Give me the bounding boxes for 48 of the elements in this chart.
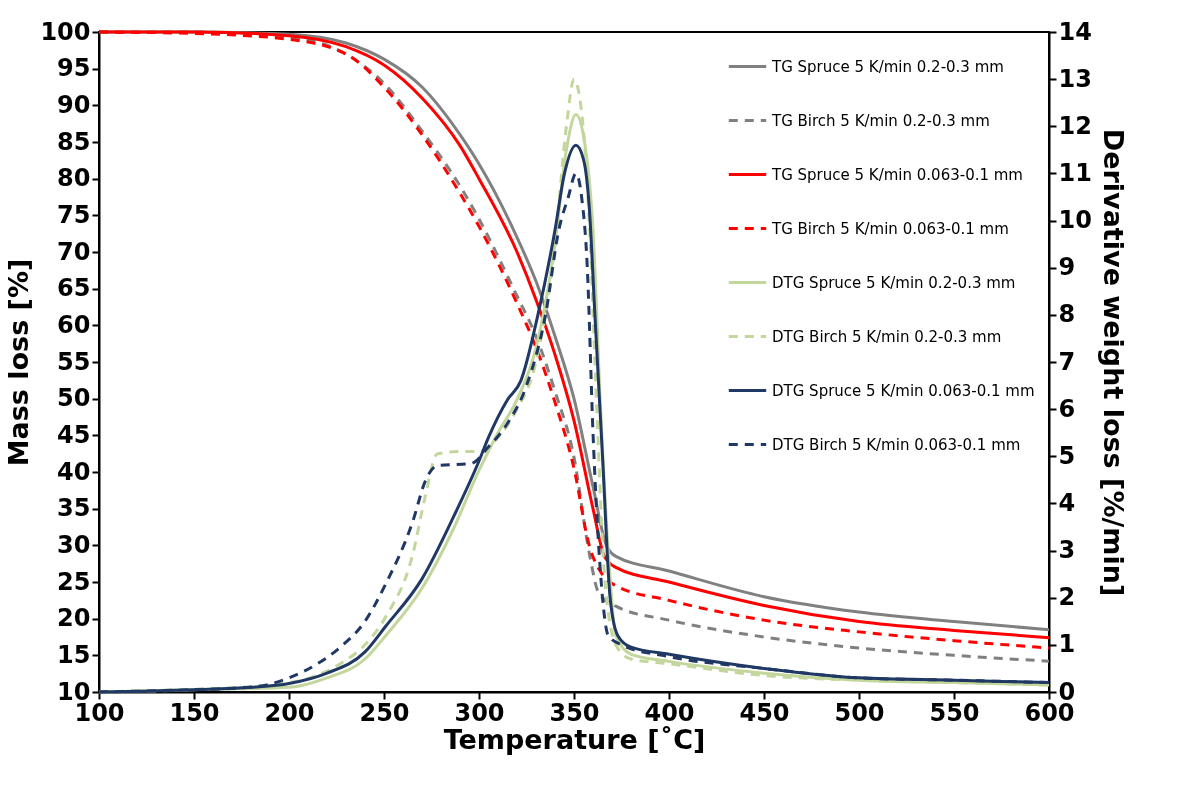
y2-tick-label: 4 <box>1058 488 1076 517</box>
legend-label: DTG Birch 5 K/min 0.063-0.1 mm <box>772 435 1021 454</box>
y-tick-label: 80 <box>57 164 91 193</box>
y-tick-label: 45 <box>57 420 91 449</box>
y-tick-label: 85 <box>57 127 91 156</box>
y2-tick-label: 13 <box>1058 64 1092 93</box>
y2-tick-label: 5 <box>1058 441 1076 470</box>
y-tick-label: 15 <box>57 640 91 669</box>
x-tick-label: 550 <box>929 698 980 727</box>
y2-tick-label: 12 <box>1058 111 1092 140</box>
y-tick-label: 30 <box>57 530 91 559</box>
legend-label: TG Birch 5 K/min 0.063-0.1 mm <box>771 219 1009 238</box>
y-tick-label: 50 <box>57 384 91 413</box>
legend-label: TG Spruce 5 K/min 0.063-0.1 mm <box>771 165 1023 184</box>
x-tick-label: 200 <box>264 698 315 727</box>
y-tick-label: 20 <box>57 604 91 633</box>
y-tick-label: 65 <box>57 274 91 303</box>
y-tick-label: 55 <box>57 347 91 376</box>
x-tick-label: 500 <box>834 698 885 727</box>
x-tick-label: 450 <box>739 698 790 727</box>
legend-label: TG Spruce 5 K/min 0.2-0.3 mm <box>771 57 1004 76</box>
y-tick-label: 100 <box>40 17 91 46</box>
y-tick-label: 70 <box>57 237 91 266</box>
y-tick-label: 25 <box>57 567 91 596</box>
x-tick-label: 250 <box>359 698 410 727</box>
y2-tick-label: 10 <box>1058 206 1092 235</box>
legend-label: DTG Spruce 5 K/min 0.2-0.3 mm <box>772 273 1016 292</box>
y2-tick-label: 9 <box>1058 253 1076 282</box>
legend-label: TG Birch 5 K/min 0.2-0.3 mm <box>771 111 990 130</box>
y-tick-label: 40 <box>57 457 91 486</box>
y2-tick-label: 8 <box>1058 300 1076 329</box>
y-tick-label: 35 <box>57 494 91 523</box>
y2-tick-label: 7 <box>1058 347 1076 376</box>
y2-tick-label: 11 <box>1058 158 1092 187</box>
y2-tick-label: 6 <box>1058 394 1076 423</box>
y-tick-label: 75 <box>57 200 91 229</box>
x-tick-label: 150 <box>169 698 220 727</box>
y-tick-label: 90 <box>57 90 91 119</box>
y-tick-label: 60 <box>57 310 91 339</box>
y-axis-title: Mass loss [%] <box>3 258 35 467</box>
y2-tick-label: 2 <box>1058 583 1076 612</box>
y2-axis-title: Derivative weight loss [%/min] <box>1097 128 1129 597</box>
y2-tick-label: 3 <box>1058 536 1076 565</box>
y-tick-label: 95 <box>57 54 91 83</box>
legend-label: DTG Spruce 5 K/min 0.063-0.1 mm <box>772 381 1035 400</box>
y2-tick-label: 14 <box>1058 17 1092 46</box>
y2-tick-label: 1 <box>1058 630 1076 659</box>
legend-label: DTG Birch 5 K/min 0.2-0.3 mm <box>772 327 1002 346</box>
